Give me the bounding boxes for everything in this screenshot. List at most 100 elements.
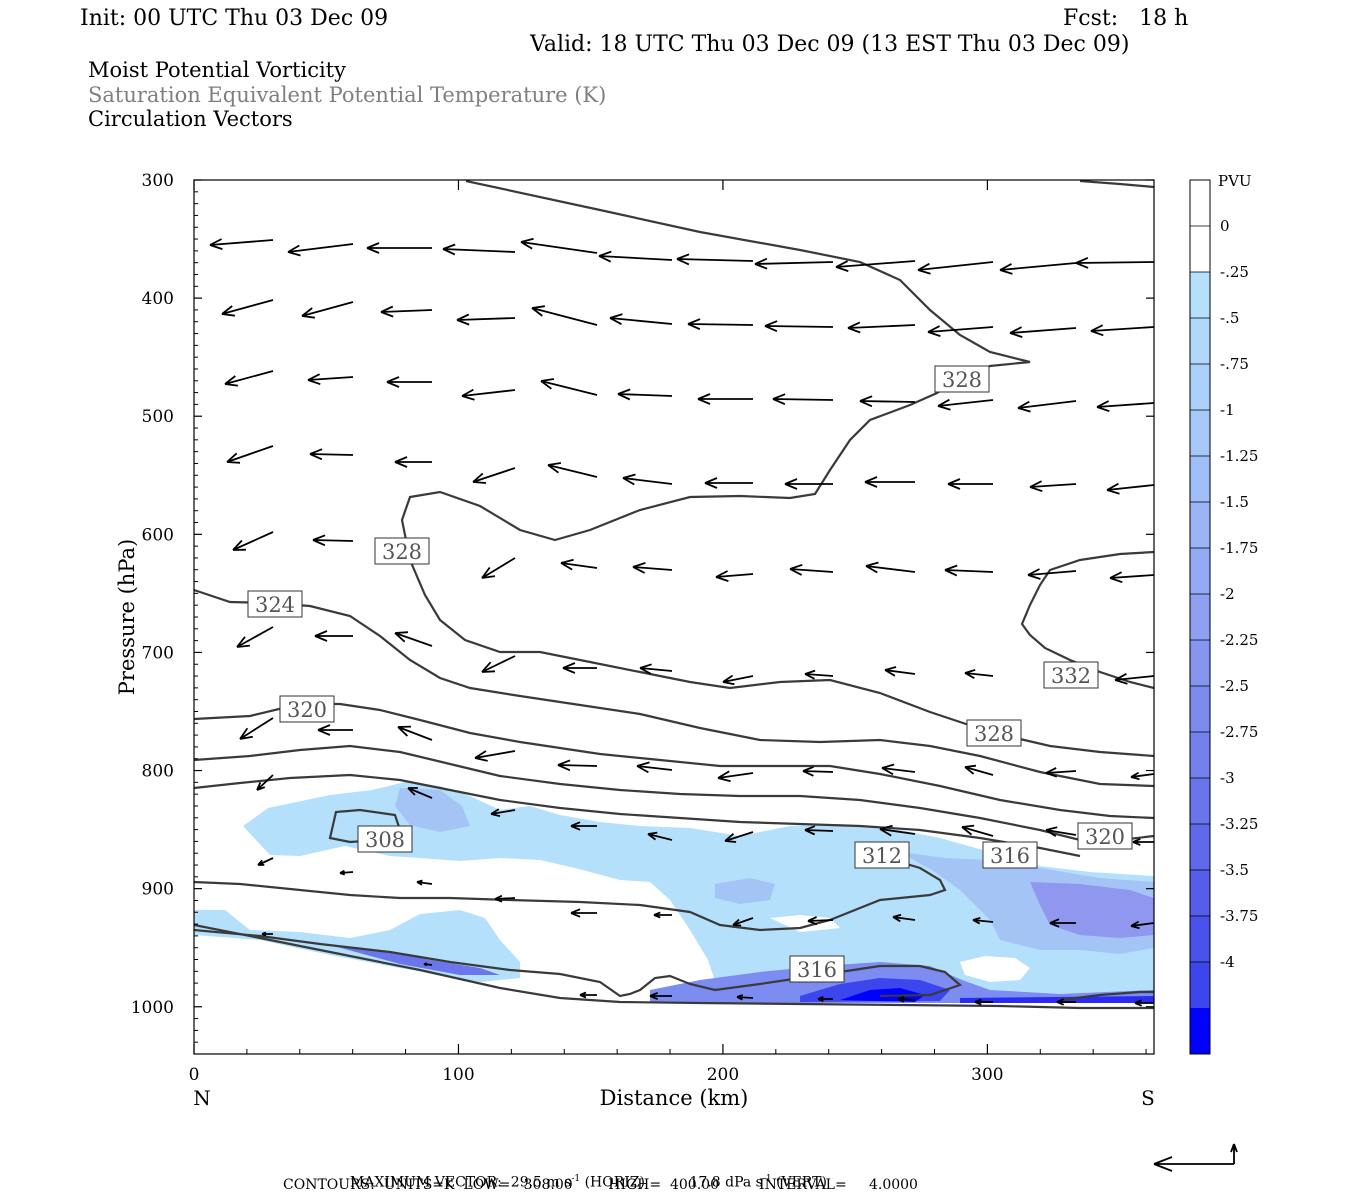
wind-vector <box>835 260 916 272</box>
svg-text:320: 320 <box>1085 825 1125 849</box>
wind-vector <box>972 916 994 925</box>
wind-vector <box>639 663 673 675</box>
wind-vector <box>394 456 432 468</box>
wind-vector <box>1009 326 1077 338</box>
contour-328-upper <box>400 180 1154 758</box>
wind-vector <box>609 313 673 325</box>
wind-vector <box>557 759 598 772</box>
wind-vector <box>937 398 994 411</box>
label-328-low: 328 <box>966 719 1022 747</box>
field-title-mpv: Moist Potential Vorticity <box>88 58 346 82</box>
wind-vector <box>598 250 673 263</box>
contour-316-b <box>194 773 1081 858</box>
svg-text:328: 328 <box>382 540 422 564</box>
wind-vector <box>481 557 516 579</box>
wind-vector <box>287 243 354 257</box>
colorbar-label: 0 <box>1220 217 1230 235</box>
wind-vector <box>1045 826 1077 837</box>
colorbar-label: -3.5 <box>1220 861 1249 879</box>
wind-vector <box>859 395 916 408</box>
wind-vector <box>622 473 673 486</box>
colorbar-label: -2 <box>1220 585 1235 603</box>
wind-vector <box>807 916 834 926</box>
colorbar-swatch <box>1190 732 1210 779</box>
wind-vector <box>879 824 916 837</box>
contour-312 <box>194 860 947 932</box>
label-324: 324 <box>247 590 303 618</box>
wind-vector <box>442 243 516 256</box>
wind-vector <box>1075 256 1154 269</box>
wind-vector <box>784 478 833 490</box>
wind-vector <box>736 994 754 1001</box>
colorbar-swatch <box>1190 916 1210 963</box>
contour-labels: 328 328 324 320 332 328 308 312 316 320 … <box>247 365 1133 983</box>
colorbar-swatch <box>1190 318 1210 365</box>
colorbar-swatch <box>1190 594 1210 641</box>
wind-vector <box>456 313 516 326</box>
wind-vector <box>481 655 516 673</box>
colorbar-swatch <box>1190 824 1210 871</box>
wind-vector <box>366 242 432 254</box>
colorbar-swatch <box>1190 410 1210 457</box>
label-332: 332 <box>1043 661 1099 689</box>
max-vector-vert: 17.8 dPa s <box>689 1174 763 1191</box>
wind-vector <box>647 831 673 841</box>
colorbar-swatch <box>1190 272 1210 319</box>
svg-text:316: 316 <box>990 844 1030 868</box>
colorbar-swatch <box>1190 364 1210 411</box>
wind-vector <box>999 262 1077 275</box>
colorbar-label: -.5 <box>1220 309 1239 327</box>
vert-unit: (VERT) <box>771 1174 827 1191</box>
colorbar-label: -.75 <box>1220 355 1249 373</box>
svg-text:328: 328 <box>974 722 1014 746</box>
vert-exponent: -1 <box>762 1174 772 1184</box>
label-328-upper: 328 <box>934 365 990 393</box>
wind-vector <box>474 750 516 762</box>
valid-time: Valid: 18 UTC Thu 03 Dec 09 (13 EST Thu … <box>530 32 1130 57</box>
wind-vector <box>314 630 353 642</box>
wind-vector <box>864 476 915 488</box>
y-tick-label: 700 <box>142 643 174 663</box>
wind-vector <box>1049 918 1076 928</box>
svg-text:312: 312 <box>862 844 902 868</box>
contour-320 <box>194 702 1154 820</box>
colorbar-label: -.25 <box>1220 263 1249 281</box>
colorbar-swatch <box>1190 778 1210 825</box>
wind-vector <box>817 995 833 1003</box>
y-axis-label: Pressure (hPa) <box>115 539 139 695</box>
y-tick-label: 1000 <box>131 998 174 1018</box>
wind-vector <box>423 962 433 967</box>
wind-vector <box>722 674 754 686</box>
colorbar-swatch <box>1190 1008 1210 1055</box>
wind-vector <box>789 563 834 576</box>
wind-vector <box>1056 998 1076 1006</box>
label-320-left: 320 <box>279 695 335 723</box>
wind-vector <box>1130 771 1154 781</box>
wind-vector <box>570 908 597 918</box>
colorbar-label: -3.75 <box>1220 907 1258 925</box>
wind-vector <box>339 869 354 876</box>
label-312: 312 <box>854 841 910 869</box>
wind-vector <box>1027 568 1077 580</box>
colorbar-label: -2.5 <box>1220 677 1249 695</box>
wind-vector <box>704 477 753 489</box>
wind-vector <box>1045 767 1077 778</box>
wind-vector <box>772 393 834 406</box>
contour-316-a <box>194 744 1154 842</box>
wind-vector <box>386 376 432 388</box>
wind-vector <box>961 824 994 837</box>
x-tick-label: 300 <box>971 1065 1003 1085</box>
wind-vector <box>687 318 754 331</box>
wind-vector <box>964 669 994 679</box>
field-title-theta-es: Saturation Equivalent Potential Temperat… <box>88 83 607 107</box>
wind-vector <box>947 478 993 490</box>
wind-vector <box>754 257 834 270</box>
x-axis-label: Distance (km) <box>600 1086 749 1110</box>
svg-text:324: 324 <box>255 593 295 617</box>
wind-vector <box>397 725 433 741</box>
wind-vector <box>226 445 274 464</box>
wind-vector <box>301 301 354 319</box>
svg-text:320: 320 <box>287 698 327 722</box>
contour-324 <box>194 588 1154 788</box>
